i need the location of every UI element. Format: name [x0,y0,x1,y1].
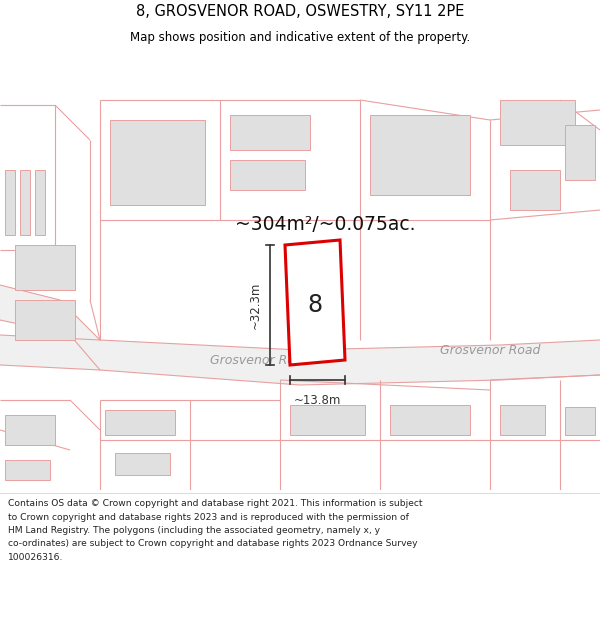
Bar [510,170,560,210]
Bar [5,170,15,235]
Bar [500,100,575,145]
Text: Grosvenor Road: Grosvenor Road [210,354,310,366]
Bar [115,453,170,475]
Bar [500,405,545,435]
Bar [5,460,50,480]
Text: to Crown copyright and database rights 2023 and is reproduced with the permissio: to Crown copyright and database rights 2… [8,512,409,521]
Text: Grosvenor Road: Grosvenor Road [440,344,540,356]
Bar [5,415,55,445]
Polygon shape [0,335,600,385]
Text: HM Land Registry. The polygons (including the associated geometry, namely x, y: HM Land Registry. The polygons (includin… [8,526,380,535]
Text: ~32.3m: ~32.3m [249,281,262,329]
Text: Contains OS data © Crown copyright and database right 2021. This information is : Contains OS data © Crown copyright and d… [8,499,422,508]
Bar [105,410,175,435]
Bar [35,170,45,235]
Bar [390,405,470,435]
Bar [290,405,365,435]
Bar [370,115,470,195]
Bar [230,160,305,190]
Bar [110,120,205,205]
Text: 100026316.: 100026316. [8,553,64,562]
Text: co-ordinates) are subject to Crown copyright and database rights 2023 Ordnance S: co-ordinates) are subject to Crown copyr… [8,539,418,549]
Polygon shape [0,285,100,370]
Text: 8, GROSVENOR ROAD, OSWESTRY, SY11 2PE: 8, GROSVENOR ROAD, OSWESTRY, SY11 2PE [136,4,464,19]
Bar [565,407,595,435]
Text: 8: 8 [307,293,323,317]
Bar [230,115,310,150]
Bar [15,245,75,290]
Polygon shape [285,240,345,365]
Text: ~304m²/~0.075ac.: ~304m²/~0.075ac. [235,216,415,234]
Bar [15,300,75,340]
Text: ~13.8m: ~13.8m [294,394,341,407]
Text: Map shows position and indicative extent of the property.: Map shows position and indicative extent… [130,31,470,44]
Bar [20,170,30,235]
Bar [565,125,595,180]
